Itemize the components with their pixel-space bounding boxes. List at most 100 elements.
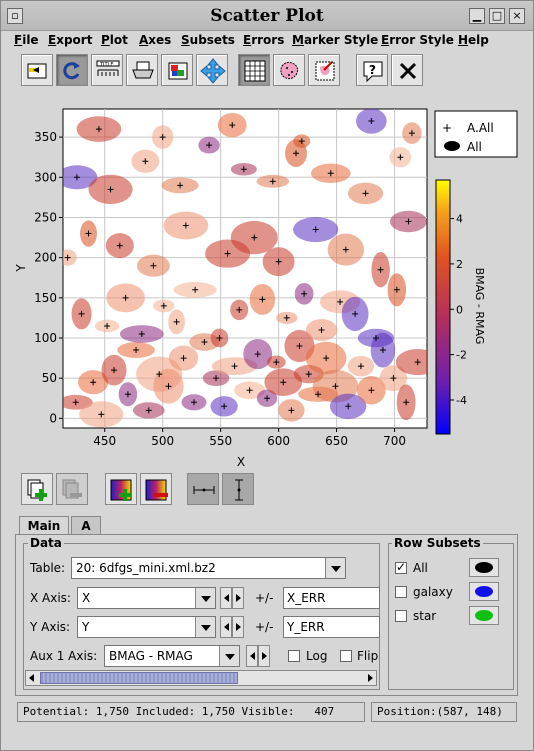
help-button[interactable]: ? [356, 54, 388, 86]
data-point [342, 246, 349, 253]
data-point [315, 391, 322, 398]
table-label: Table: [30, 561, 66, 575]
log-label: Log [306, 649, 328, 663]
data-point [273, 359, 280, 366]
data-point [142, 158, 149, 165]
scroll-right-icon[interactable] [364, 671, 376, 685]
title-bar[interactable]: ▫ Scatter Plot ▁ □ × [1, 1, 533, 31]
x-error-bar-button[interactable] [187, 473, 219, 505]
horizontal-scrollbar[interactable] [25, 670, 377, 686]
menu-errors[interactable]: Errors [243, 33, 285, 47]
data-point [73, 174, 80, 181]
replot-button[interactable] [56, 54, 88, 86]
legend-marker-plus: + [442, 121, 452, 135]
y-axis-label: Y Axis: [30, 620, 71, 634]
flip-checkbox[interactable] [340, 650, 352, 662]
y-error-label: +/- [255, 620, 274, 634]
subset-star-checkbox[interactable] [395, 610, 407, 622]
data-point [156, 371, 163, 378]
menu-subsets[interactable]: Subsets [181, 33, 235, 47]
x-axis-select[interactable]: X [77, 587, 216, 609]
subset-galaxy-swatch [475, 586, 493, 597]
step-left-icon[interactable] [220, 616, 232, 638]
axis-editor-button[interactable]: TITLE [91, 54, 123, 86]
menu-help[interactable]: Help [458, 33, 489, 47]
subset-galaxy-style-button[interactable] [469, 582, 499, 601]
y-error-select[interactable]: Y_ERR [283, 616, 380, 638]
subset-all-style-button[interactable] [469, 558, 499, 577]
x-error-bar-icon [193, 486, 215, 494]
step-left-icon[interactable] [246, 645, 258, 667]
aux-axis-select[interactable]: BMAG - RMAG [104, 645, 240, 667]
y-error-bar-button[interactable] [222, 473, 254, 505]
subset-all-checkbox[interactable] [395, 560, 407, 574]
window-menu-icon[interactable]: ▫ [7, 8, 23, 24]
data-point [264, 395, 271, 402]
svg-text:?: ? [369, 63, 376, 77]
subset-star-swatch [475, 610, 493, 621]
menu-export[interactable]: Export [48, 33, 93, 47]
aux-axis-stepper[interactable] [246, 645, 270, 667]
data-point [246, 387, 253, 394]
step-right-icon[interactable] [258, 645, 270, 667]
menu-error-style[interactable]: Error Style [381, 33, 454, 47]
subset-star-label: star [413, 609, 437, 623]
data-point [104, 322, 111, 329]
plot-area[interactable]: 450 500 550 600 650 700 0 50 100 150 200 250 300 350… [1, 96, 534, 471]
scroll-left-icon[interactable] [26, 671, 38, 685]
draw-subset-region-button[interactable] [273, 54, 305, 86]
data-point [296, 343, 303, 350]
aux-axis-label: Aux 1 Axis: [30, 649, 98, 663]
row-subsets-label: Row Subsets [392, 536, 483, 550]
x-tick-label: 500 [151, 434, 174, 448]
pan-zoom-button[interactable] [196, 54, 228, 86]
minimize-icon[interactable]: ▁ [469, 8, 485, 24]
data-point [173, 318, 180, 325]
menu-marker-style[interactable]: Marker Style [292, 33, 379, 47]
step-left-icon[interactable] [220, 587, 232, 609]
x-tick-label: 700 [383, 434, 406, 448]
log-checkbox[interactable] [288, 650, 300, 662]
add-dataset-button[interactable] [21, 473, 53, 505]
data-point [221, 403, 228, 410]
table-select[interactable]: 20: 6dfgs_mini.xml.bz2 [71, 557, 346, 579]
status-position: Position:(587, 148) [371, 702, 517, 722]
close-button[interactable] [391, 54, 423, 86]
y-axis-stepper[interactable] [220, 616, 244, 638]
tab-a[interactable]: A [71, 516, 101, 535]
maximize-icon[interactable]: □ [489, 8, 505, 24]
subset-from-visible-button[interactable] [21, 54, 53, 86]
legend-label-all: All [467, 140, 482, 154]
y-axis-select[interactable]: Y [77, 616, 216, 638]
table-select-value: 20: 6dfgs_mini.xml.bz2 [76, 561, 216, 575]
data-point [283, 314, 290, 321]
chevron-down-icon [195, 617, 215, 637]
scrollbar-thumb[interactable] [40, 672, 238, 684]
scatter-plot[interactable]: 450 500 550 600 650 700 0 50 100 150 200 250 300 350… [1, 96, 534, 471]
menu-axes[interactable]: Axes [139, 33, 172, 47]
data-point [138, 330, 145, 337]
close-window-icon[interactable]: × [509, 8, 525, 24]
remove-aux-axis-button[interactable] [140, 473, 172, 505]
tab-main[interactable]: Main [19, 516, 69, 535]
subset-star-style-button[interactable] [469, 606, 499, 625]
data-point [275, 258, 282, 265]
add-aux-axis-button[interactable] [105, 473, 137, 505]
data-point [368, 118, 375, 125]
subset-all-swatch [475, 562, 493, 573]
data-point [403, 399, 410, 406]
x-error-select[interactable]: X_ERR [283, 587, 380, 609]
subset-all-label: All [413, 561, 428, 575]
subset-galaxy-checkbox[interactable] [395, 586, 407, 598]
x-axis-stepper[interactable] [220, 587, 244, 609]
data-point [345, 403, 352, 410]
draw-subset-blob-button[interactable] [308, 54, 340, 86]
step-right-icon[interactable] [232, 587, 244, 609]
export-image-button[interactable] [161, 54, 193, 86]
remove-dataset-button[interactable] [56, 473, 88, 505]
print-button[interactable] [126, 54, 158, 86]
grid-toggle-button[interactable] [238, 54, 270, 86]
menu-file[interactable]: File [14, 33, 39, 47]
step-right-icon[interactable] [232, 616, 244, 638]
menu-plot[interactable]: Plot [101, 33, 128, 47]
